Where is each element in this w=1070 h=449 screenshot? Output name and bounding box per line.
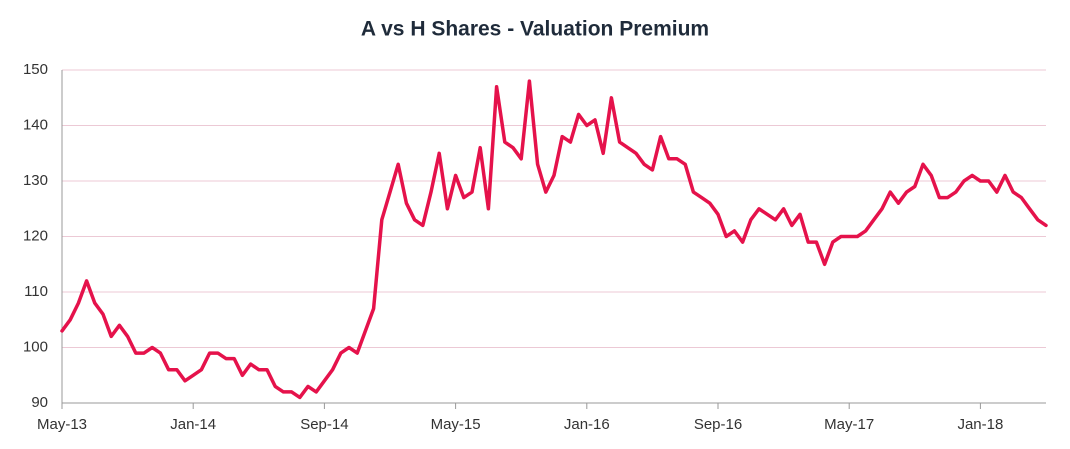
y-tick-label: 90 (31, 394, 48, 411)
x-tick-label: May-15 (431, 416, 481, 433)
x-tick-label: May-17 (824, 416, 874, 433)
x-tick-label: May-13 (37, 416, 87, 433)
x-tick-label: Jan-14 (170, 416, 216, 433)
x-tick-label: Sep-14 (300, 416, 348, 433)
line-series (60, 79, 1048, 400)
y-tick-label: 110 (24, 283, 48, 300)
x-tick-label: Sep-16 (694, 416, 742, 433)
chart-title: A vs H Shares - Valuation Premium (361, 18, 709, 41)
y-tick-label: 130 (23, 172, 48, 189)
y-tick-label: 100 (23, 338, 48, 355)
x-tick-label: Jan-16 (564, 416, 610, 433)
y-tick-label: 120 (23, 227, 48, 244)
x-tick-label: Jan-18 (957, 416, 1003, 433)
y-tick-label: 140 (23, 116, 48, 133)
y-tick-label: 150 (23, 61, 48, 78)
